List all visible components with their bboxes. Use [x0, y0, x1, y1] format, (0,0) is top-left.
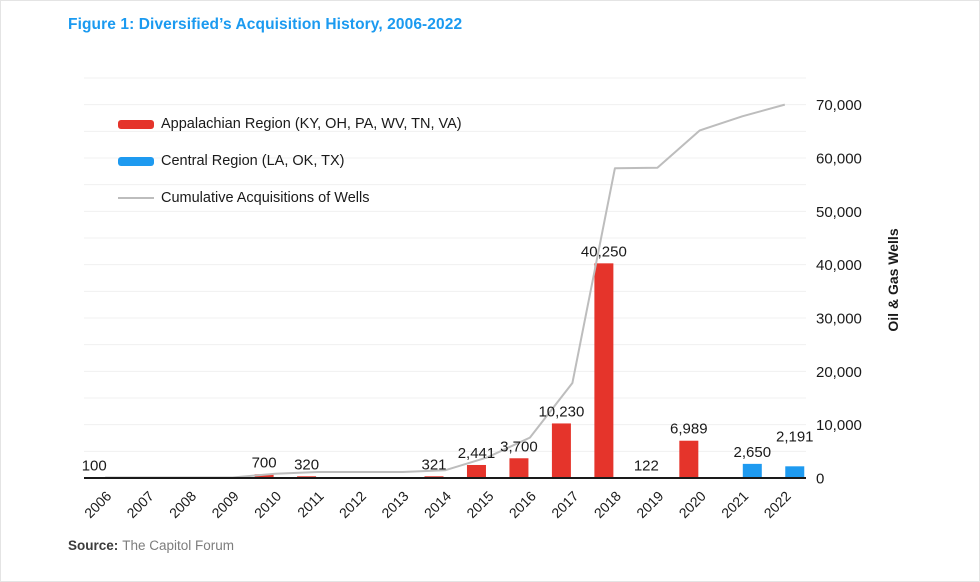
x-tick-label: 2010 — [251, 488, 284, 521]
appalachian-series-swatch — [118, 119, 154, 129]
x-tick-label: 2018 — [591, 488, 624, 521]
bar-value-label: 2,441 — [458, 445, 496, 462]
bar-2017 — [551, 423, 571, 478]
x-tick-label: 2021 — [718, 488, 751, 521]
source-note: Source: The Capitol Forum — [68, 538, 234, 553]
source-text: The Capitol Forum — [122, 538, 235, 553]
bar-value-label: 320 — [294, 456, 319, 473]
bar-value-label: 2,650 — [734, 444, 772, 461]
x-tick-label: 2020 — [676, 488, 709, 521]
source-label: Source: — [68, 538, 119, 553]
bar-value-label: 100 — [82, 457, 107, 474]
central-series-swatch — [118, 156, 154, 166]
legend-label: Cumulative Acquisitions of Wells — [161, 190, 370, 206]
bar-value-label: 3,700 — [500, 438, 538, 455]
x-tick-label: 2012 — [336, 488, 369, 521]
y-tick-label: 10,000 — [816, 417, 862, 434]
legend-item-appalachian: Appalachian Region (KY, OH, PA, WV, TN, … — [118, 112, 462, 136]
bar-2016 — [509, 458, 529, 478]
bar-value-label: 40,250 — [581, 243, 627, 260]
x-tick-label: 2016 — [506, 488, 539, 521]
x-tick-label: 2015 — [463, 488, 496, 521]
bar-2022 — [785, 466, 805, 478]
bar-2015 — [466, 464, 486, 478]
legend-label: Central Region (LA, OK, TX) — [161, 153, 345, 169]
bar-value-label: 321 — [421, 456, 446, 473]
y-tick-label: 30,000 — [816, 311, 862, 328]
y-axis-title: Oil & Gas Wells — [885, 228, 901, 331]
x-tick-label: 2009 — [208, 488, 241, 521]
chart-legend: Appalachian Region (KY, OH, PA, WV, TN, … — [118, 112, 462, 223]
y-tick-label: 20,000 — [816, 364, 862, 381]
legend-label: Appalachian Region (KY, OH, PA, WV, TN, … — [161, 116, 462, 132]
x-tick-label: 2011 — [294, 488, 327, 521]
bar-value-label: 122 — [634, 457, 659, 474]
bar-value-label: 700 — [252, 454, 277, 471]
cumulative-series-swatch — [118, 197, 154, 199]
bar-value-label: 10,230 — [538, 403, 584, 420]
x-tick-label: 2022 — [761, 488, 794, 521]
figure-title: Figure 1: Diversified’s Acquisition Hist… — [68, 16, 463, 33]
y-tick-label: 40,000 — [816, 257, 862, 274]
bar-2020 — [679, 440, 699, 478]
x-tick-label: 2008 — [166, 488, 199, 521]
y-tick-label: 0 — [816, 471, 824, 488]
y-tick-label: 60,000 — [816, 151, 862, 168]
x-tick-label: 2013 — [378, 488, 411, 521]
legend-item-central: Central Region (LA, OK, TX) — [118, 149, 462, 173]
y-tick-label: 70,000 — [816, 97, 862, 114]
bar-value-label: 2,191 — [776, 428, 814, 445]
x-tick-label: 2019 — [633, 488, 666, 521]
bar-value-label: 6,989 — [670, 421, 708, 438]
bar-2018 — [594, 263, 614, 478]
bar-2010 — [254, 474, 274, 478]
x-tick-label: 2017 — [548, 488, 581, 521]
y-tick-label: 50,000 — [816, 204, 862, 221]
x-tick-label: 2007 — [123, 488, 156, 521]
x-tick-label: 2006 — [81, 488, 114, 521]
legend-item-cumulative: Cumulative Acquisitions of Wells — [118, 186, 462, 210]
bar-2021 — [742, 463, 762, 478]
x-tick-label: 2014 — [421, 488, 454, 521]
